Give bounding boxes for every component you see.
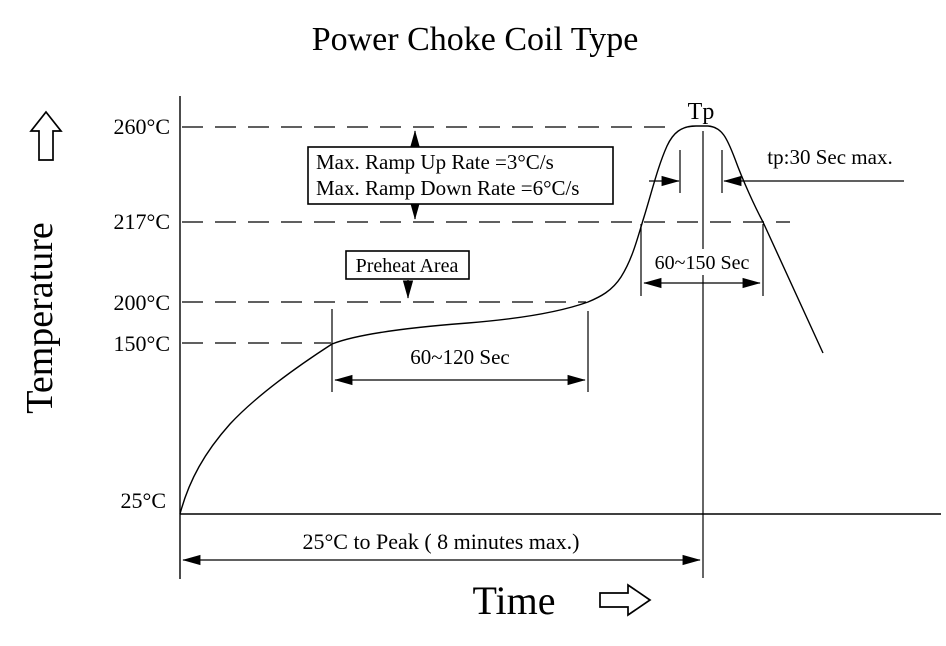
x-axis-label: Time bbox=[472, 578, 555, 623]
above217-text-backdrop bbox=[648, 249, 758, 275]
peak-duration-text: tp:30 Sec max. bbox=[767, 145, 892, 169]
chart-title: Power Choke Coil Type bbox=[312, 21, 639, 58]
y-axis-label: Temperature bbox=[19, 222, 61, 413]
total-time-text: 25°C to Peak ( 8 minutes max.) bbox=[302, 529, 579, 554]
ramp-up-rate-text: Max. Ramp Up Rate =3°C/s bbox=[316, 150, 554, 174]
preheat-area-box bbox=[345, 250, 470, 280]
above217-duration-text: 60~150 Sec bbox=[655, 252, 750, 274]
time-right-arrow-icon bbox=[599, 583, 652, 617]
ramp-down-rate-text: Max. Ramp Down Rate =6°C/s bbox=[316, 176, 579, 200]
y-tick-25: 25°C bbox=[121, 488, 166, 513]
temperature-up-arrow-icon bbox=[29, 110, 63, 161]
ramp-rate-box bbox=[307, 146, 614, 205]
peak-label-text: Tp bbox=[688, 99, 715, 125]
preheat-duration-text: 60~120 Sec bbox=[410, 345, 509, 369]
y-tick-217: 217°C bbox=[114, 209, 170, 234]
y-tick-150: 150°C bbox=[114, 331, 170, 356]
y-tick-260: 260°C bbox=[114, 114, 170, 139]
preheat-area-text: Preheat Area bbox=[356, 255, 459, 277]
temperature-profile-curve bbox=[179, 125, 824, 515]
y-tick-200: 200°C bbox=[114, 290, 170, 315]
